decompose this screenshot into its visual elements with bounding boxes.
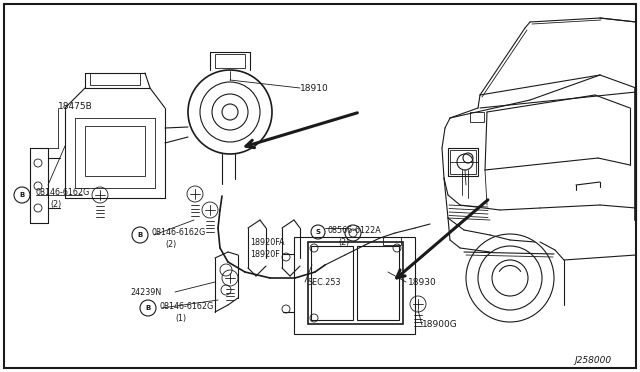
Text: 08566-6122A: 08566-6122A — [328, 226, 381, 235]
Bar — [357, 246, 399, 320]
Text: (2): (2) — [50, 200, 61, 209]
Text: S: S — [316, 229, 321, 235]
Bar — [470, 112, 484, 122]
Text: (1): (1) — [175, 314, 186, 323]
Bar — [448, 148, 478, 176]
Text: 18930: 18930 — [408, 278, 436, 287]
Bar — [215, 54, 245, 68]
Bar — [311, 246, 353, 320]
Bar — [383, 237, 401, 245]
Text: B: B — [145, 305, 150, 311]
Text: 08146-6162G: 08146-6162G — [35, 188, 89, 197]
Text: 18920F: 18920F — [250, 250, 280, 259]
Text: 18475B: 18475B — [58, 102, 93, 111]
Text: 18920FA: 18920FA — [250, 238, 285, 247]
Text: 18900G: 18900G — [422, 320, 458, 329]
Text: 24239N: 24239N — [130, 288, 161, 297]
Bar — [308, 242, 403, 324]
Text: B: B — [19, 192, 24, 198]
Text: 18910: 18910 — [300, 84, 329, 93]
Bar — [90, 73, 140, 85]
Bar — [294, 237, 415, 334]
Text: 08146-6162G: 08146-6162G — [152, 228, 206, 237]
Text: 08146-6162G: 08146-6162G — [160, 302, 214, 311]
Text: (2): (2) — [338, 238, 349, 247]
Text: SEC.253: SEC.253 — [308, 278, 342, 287]
Text: B: B — [138, 232, 143, 238]
Bar — [85, 126, 145, 176]
Text: J258000: J258000 — [574, 356, 611, 365]
Bar — [450, 150, 476, 174]
Text: (2): (2) — [165, 240, 176, 249]
